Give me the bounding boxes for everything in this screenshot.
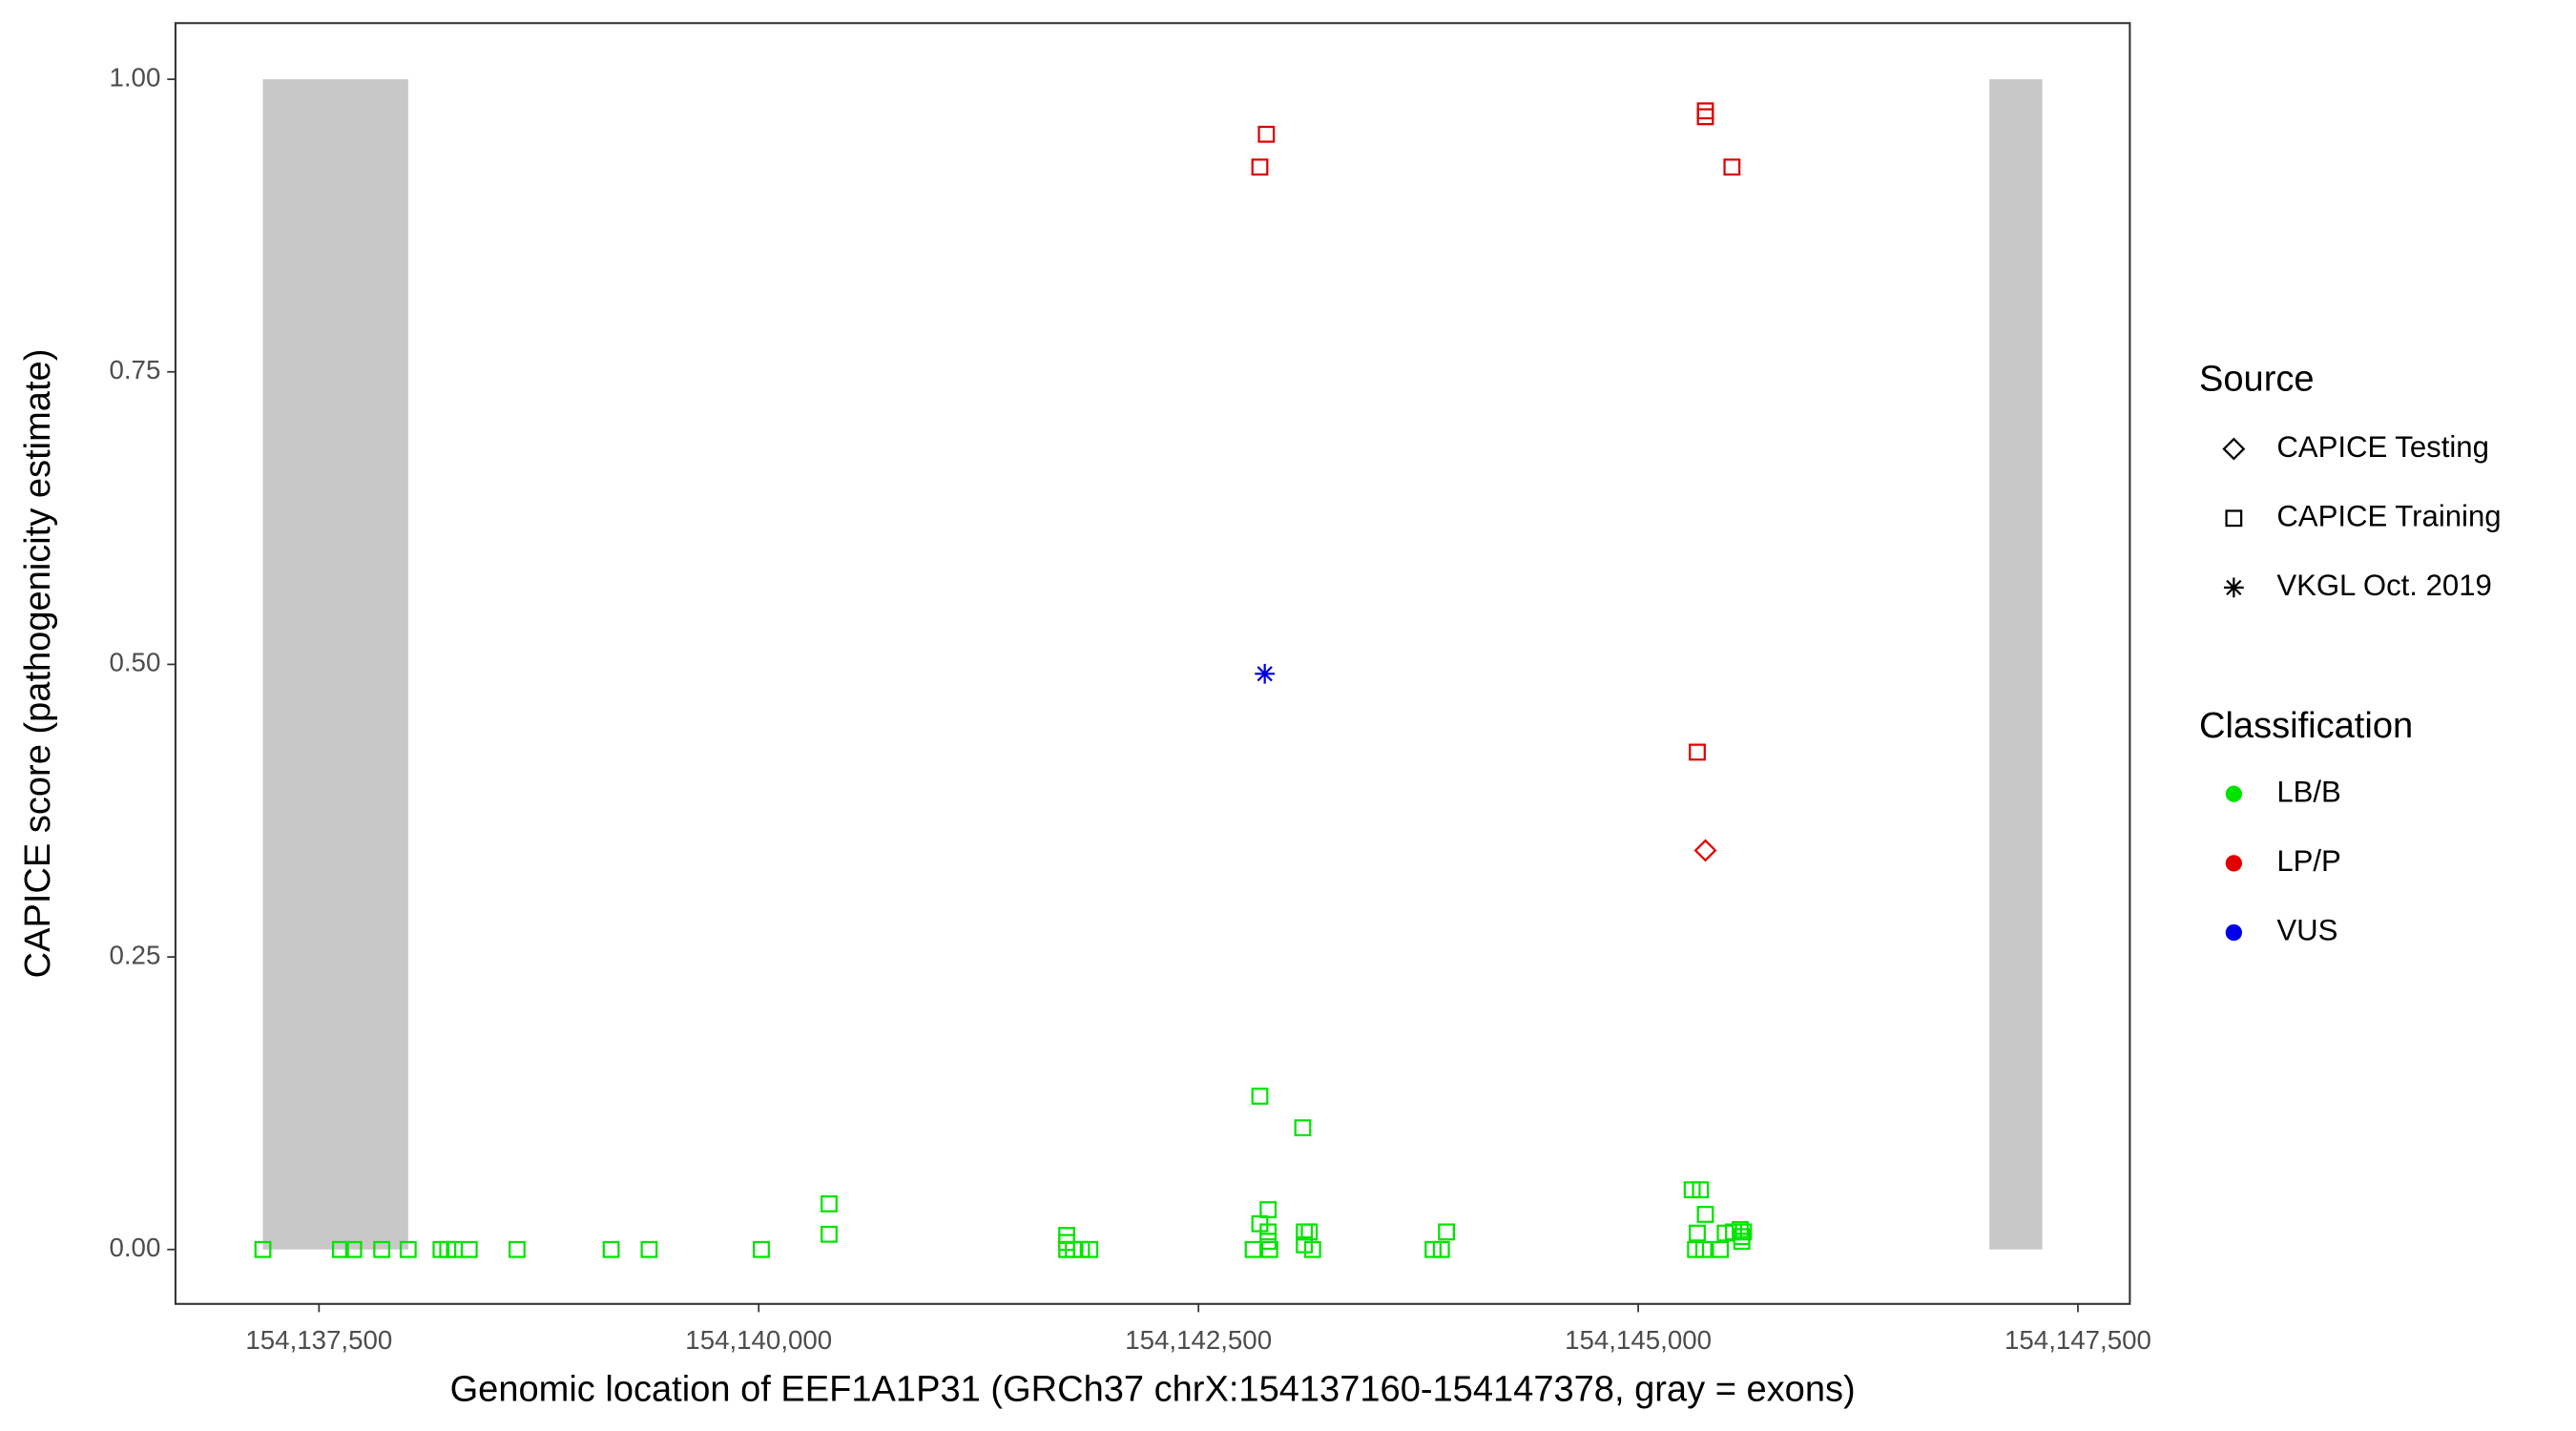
point xyxy=(821,1225,838,1243)
y-tick-label: 0.50 xyxy=(109,648,160,677)
x-tick-label: 154,145,000 xyxy=(1565,1325,1712,1355)
point xyxy=(1081,1240,1099,1258)
x-tick-label: 154,137,500 xyxy=(245,1325,392,1355)
point xyxy=(1693,839,1717,862)
x-tick-label: 154,140,000 xyxy=(685,1325,832,1355)
point xyxy=(1696,108,1714,126)
legend-symbol xyxy=(2222,437,2246,461)
point xyxy=(602,1240,620,1258)
legend-item: LP/P xyxy=(2276,844,2340,878)
point xyxy=(821,1194,838,1213)
legend-item: CAPICE Training xyxy=(2276,499,2501,532)
point xyxy=(1255,663,1276,684)
point xyxy=(1723,158,1741,176)
point xyxy=(1251,1088,1269,1105)
point xyxy=(1689,743,1706,761)
legend-title: Classification xyxy=(2199,706,2413,746)
x-tick-label: 154,142,500 xyxy=(1125,1325,1272,1355)
point xyxy=(1438,1223,1456,1241)
point xyxy=(331,1240,349,1258)
x-axis-title: Genomic location of EEF1A1P31 (GRCh37 ch… xyxy=(450,1370,1856,1410)
exon xyxy=(1989,79,2043,1250)
point xyxy=(1692,1181,1710,1199)
point xyxy=(1689,1224,1706,1242)
point xyxy=(1432,1240,1450,1258)
x-tick-label: 154,147,500 xyxy=(2005,1325,2151,1355)
point xyxy=(1259,1223,1278,1241)
point xyxy=(344,1240,363,1258)
point xyxy=(373,1240,391,1258)
legend-item: VUS xyxy=(2276,914,2337,947)
y-tick-label: 0.75 xyxy=(109,355,160,384)
point xyxy=(460,1240,478,1258)
legend-symbol xyxy=(2225,785,2242,802)
legend-symbol xyxy=(2225,509,2243,528)
point xyxy=(753,1240,770,1258)
point xyxy=(1244,1240,1262,1258)
point xyxy=(1259,1201,1278,1218)
point xyxy=(1733,1228,1751,1246)
point xyxy=(1694,1240,1713,1258)
point xyxy=(1251,158,1269,176)
exon xyxy=(262,79,408,1250)
legend-item: CAPICE Testing xyxy=(2276,430,2489,464)
point xyxy=(509,1240,526,1258)
point xyxy=(1303,1240,1321,1258)
y-tick-label: 0.25 xyxy=(109,940,160,969)
point xyxy=(1300,1223,1319,1241)
legend-symbol xyxy=(2225,855,2242,872)
legend-item: VKGL Oct. 2019 xyxy=(2276,569,2492,602)
point xyxy=(254,1240,272,1258)
legend-symbol xyxy=(2225,923,2242,942)
y-tick-label: 0.00 xyxy=(109,1233,160,1262)
point xyxy=(1257,125,1276,143)
point xyxy=(640,1240,658,1258)
legend-item: LB/B xyxy=(2276,775,2340,808)
point xyxy=(1696,1206,1714,1223)
y-tick-label: 1.00 xyxy=(109,62,160,92)
plot-frame xyxy=(174,22,2131,1305)
legend-symbol xyxy=(2223,577,2244,598)
y-axis-title: CAPICE score (pathogenicity estimate) xyxy=(18,349,58,979)
point xyxy=(1712,1240,1730,1258)
point xyxy=(1260,1240,1278,1258)
point xyxy=(1735,1223,1753,1241)
legend-title: Source xyxy=(2199,360,2315,400)
point xyxy=(1294,1119,1312,1137)
point xyxy=(1696,102,1714,120)
point xyxy=(399,1240,417,1258)
